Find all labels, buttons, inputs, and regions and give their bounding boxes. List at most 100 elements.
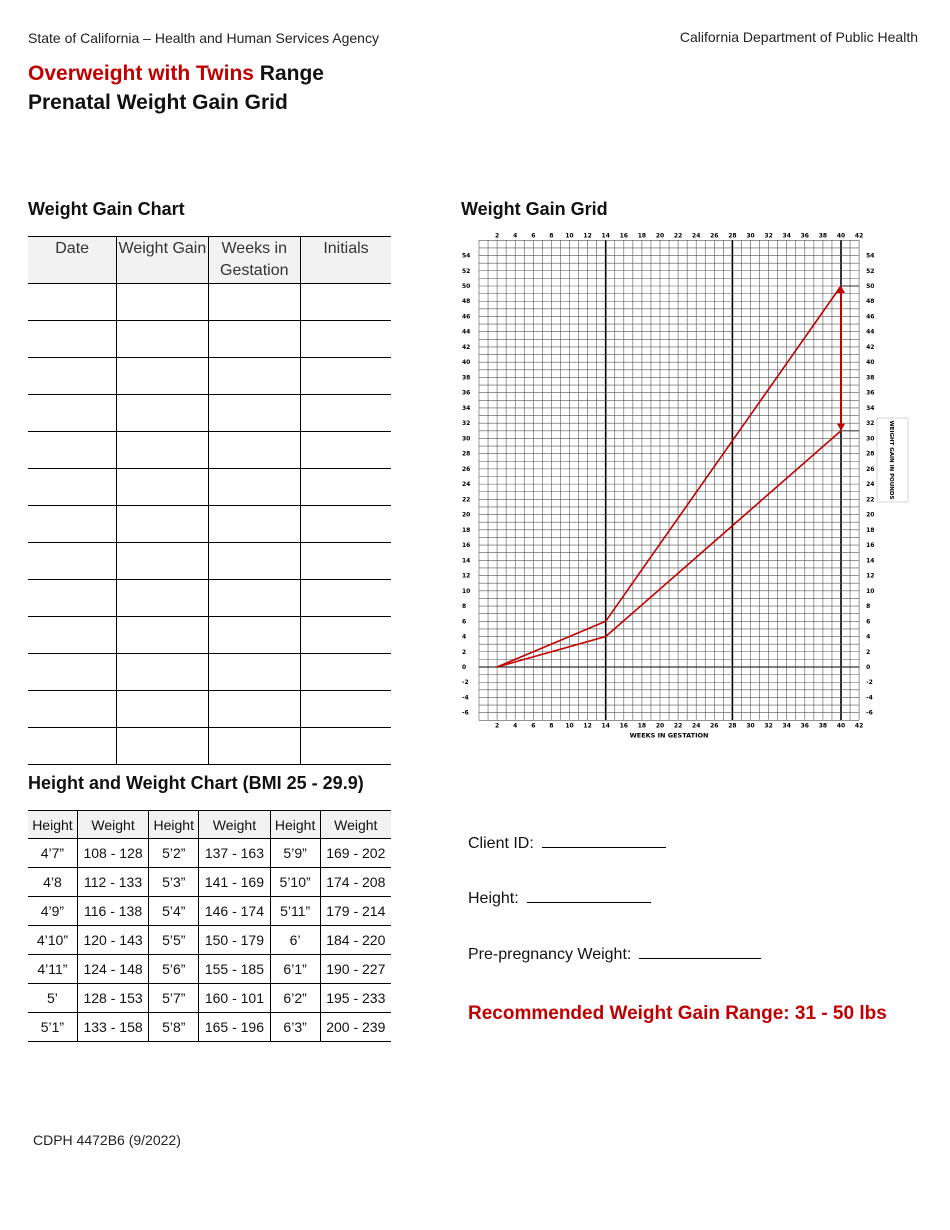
table-cell[interactable]: [28, 320, 118, 358]
table-cell[interactable]: [28, 357, 118, 395]
table-cell[interactable]: [28, 283, 118, 321]
y-tick-label-left: 12: [462, 573, 470, 580]
y-tick-label-left: 44: [462, 329, 470, 336]
table-cell[interactable]: [116, 727, 209, 765]
x-tick-label-bottom: 4: [513, 722, 517, 729]
table-cell[interactable]: [300, 394, 391, 432]
table-cell: 124 - 148: [76, 954, 150, 984]
x-axis-label: WEEKS IN GESTATION: [630, 731, 709, 739]
x-tick-label-top: 12: [583, 232, 591, 239]
table-cell[interactable]: [28, 727, 118, 765]
y-tick-label-left: 22: [462, 496, 470, 503]
table-cell[interactable]: [300, 542, 391, 580]
x-tick-label-top: 22: [674, 232, 682, 239]
table-cell[interactable]: [300, 579, 391, 617]
table-cell[interactable]: [207, 468, 301, 506]
table-row: 4’10” 120 - 143 5’5” 150 - 179 6’ 184 - 220: [28, 925, 391, 955]
table-cell[interactable]: [207, 320, 301, 358]
table-cell[interactable]: [28, 653, 118, 691]
table-cell: 4’7”: [28, 838, 78, 868]
title-rest: Range: [253, 62, 324, 85]
table-row: 4’7” 108 - 128 5’2” 137 - 163 5’9” 169 - 202: [28, 838, 391, 868]
x-tick-label-bottom: 8: [549, 722, 553, 729]
table-cell[interactable]: [116, 320, 209, 358]
client-id-input[interactable]: [541, 831, 666, 848]
table-cell[interactable]: [28, 616, 118, 654]
y-tick-label-left: 18: [462, 527, 470, 534]
y-tick-label-right: 4: [866, 634, 870, 641]
table-cell[interactable]: [207, 357, 301, 395]
table-cell: 5’11”: [269, 896, 321, 926]
table-cell[interactable]: [207, 431, 301, 469]
table-cell[interactable]: [28, 505, 118, 543]
y-tick-label-left: 40: [462, 359, 470, 366]
y-tick-label-right: -2: [866, 679, 873, 686]
table-cell[interactable]: [28, 579, 118, 617]
table-cell[interactable]: [116, 653, 209, 691]
table-cell[interactable]: [116, 542, 209, 580]
x-tick-label-bottom: 10: [565, 722, 573, 729]
agency-name: State of California – Health and Human S…: [28, 30, 379, 46]
pre-pregnancy-weight-field: Pre-pregnancy Weight:: [468, 942, 762, 964]
table-cell[interactable]: [300, 653, 391, 691]
table-cell[interactable]: [28, 690, 118, 728]
y-tick-label-left: 46: [462, 313, 470, 320]
table-cell[interactable]: [300, 283, 391, 321]
x-tick-label-bottom: 28: [728, 722, 736, 729]
table-cell[interactable]: [116, 431, 209, 469]
table-cell[interactable]: [300, 727, 391, 765]
table-row: [28, 690, 391, 728]
table-cell[interactable]: [116, 616, 209, 654]
pre-pregnancy-weight-input[interactable]: [639, 942, 762, 959]
table-cell[interactable]: [116, 394, 209, 432]
table-cell[interactable]: [28, 542, 118, 580]
table-row: [28, 357, 391, 395]
x-tick-label-bottom: 12: [583, 722, 591, 729]
table-cell[interactable]: [300, 357, 391, 395]
table-cell: 4’11”: [28, 954, 78, 984]
x-tick-label-top: 4: [513, 232, 517, 239]
height-weight-table: Height Weight Height Weight Height Weight 4’7”…: [28, 810, 391, 1042]
table-cell[interactable]: [116, 690, 209, 728]
table-cell[interactable]: [116, 579, 209, 617]
column-header: Height: [269, 810, 321, 839]
table-cell[interactable]: [116, 468, 209, 506]
y-tick-label-left: 16: [462, 542, 470, 549]
y-tick-label-right: 54: [866, 253, 874, 260]
table-cell[interactable]: [207, 616, 301, 654]
table-cell[interactable]: [116, 283, 209, 321]
table-row: [28, 727, 391, 765]
table-cell[interactable]: [207, 690, 301, 728]
table-cell[interactable]: [207, 727, 301, 765]
table-cell: 5’2”: [148, 838, 200, 868]
table-cell[interactable]: [300, 320, 391, 358]
table-cell[interactable]: [207, 653, 301, 691]
table-cell[interactable]: [28, 431, 118, 469]
table-cell[interactable]: [116, 505, 209, 543]
height-input[interactable]: [526, 886, 651, 903]
table-cell[interactable]: [207, 542, 301, 580]
table-cell[interactable]: [300, 468, 391, 506]
table-cell: 5’4”: [148, 896, 200, 926]
table-cell: 150 - 179: [198, 925, 271, 955]
y-tick-label-right: 20: [866, 512, 874, 519]
table-cell[interactable]: [207, 505, 301, 543]
table-cell[interactable]: [207, 394, 301, 432]
arrow-up-icon: [837, 286, 845, 293]
table-cell[interactable]: [300, 505, 391, 543]
table-cell: 120 - 143: [76, 925, 150, 955]
table-cell[interactable]: [300, 690, 391, 728]
y-tick-label-right: 48: [866, 298, 874, 305]
table-cell[interactable]: [28, 468, 118, 506]
table-cell[interactable]: [300, 616, 391, 654]
table-cell[interactable]: [28, 394, 118, 432]
table-row: [28, 394, 391, 432]
table-cell[interactable]: [207, 579, 301, 617]
table-cell[interactable]: [207, 283, 301, 321]
table-cell: 137 - 163: [198, 838, 271, 868]
y-tick-label-left: -4: [462, 694, 469, 701]
y-tick-label-left: 34: [462, 405, 470, 412]
table-cell[interactable]: [116, 357, 209, 395]
x-tick-label-top: 18: [638, 232, 646, 239]
table-cell[interactable]: [300, 431, 391, 469]
